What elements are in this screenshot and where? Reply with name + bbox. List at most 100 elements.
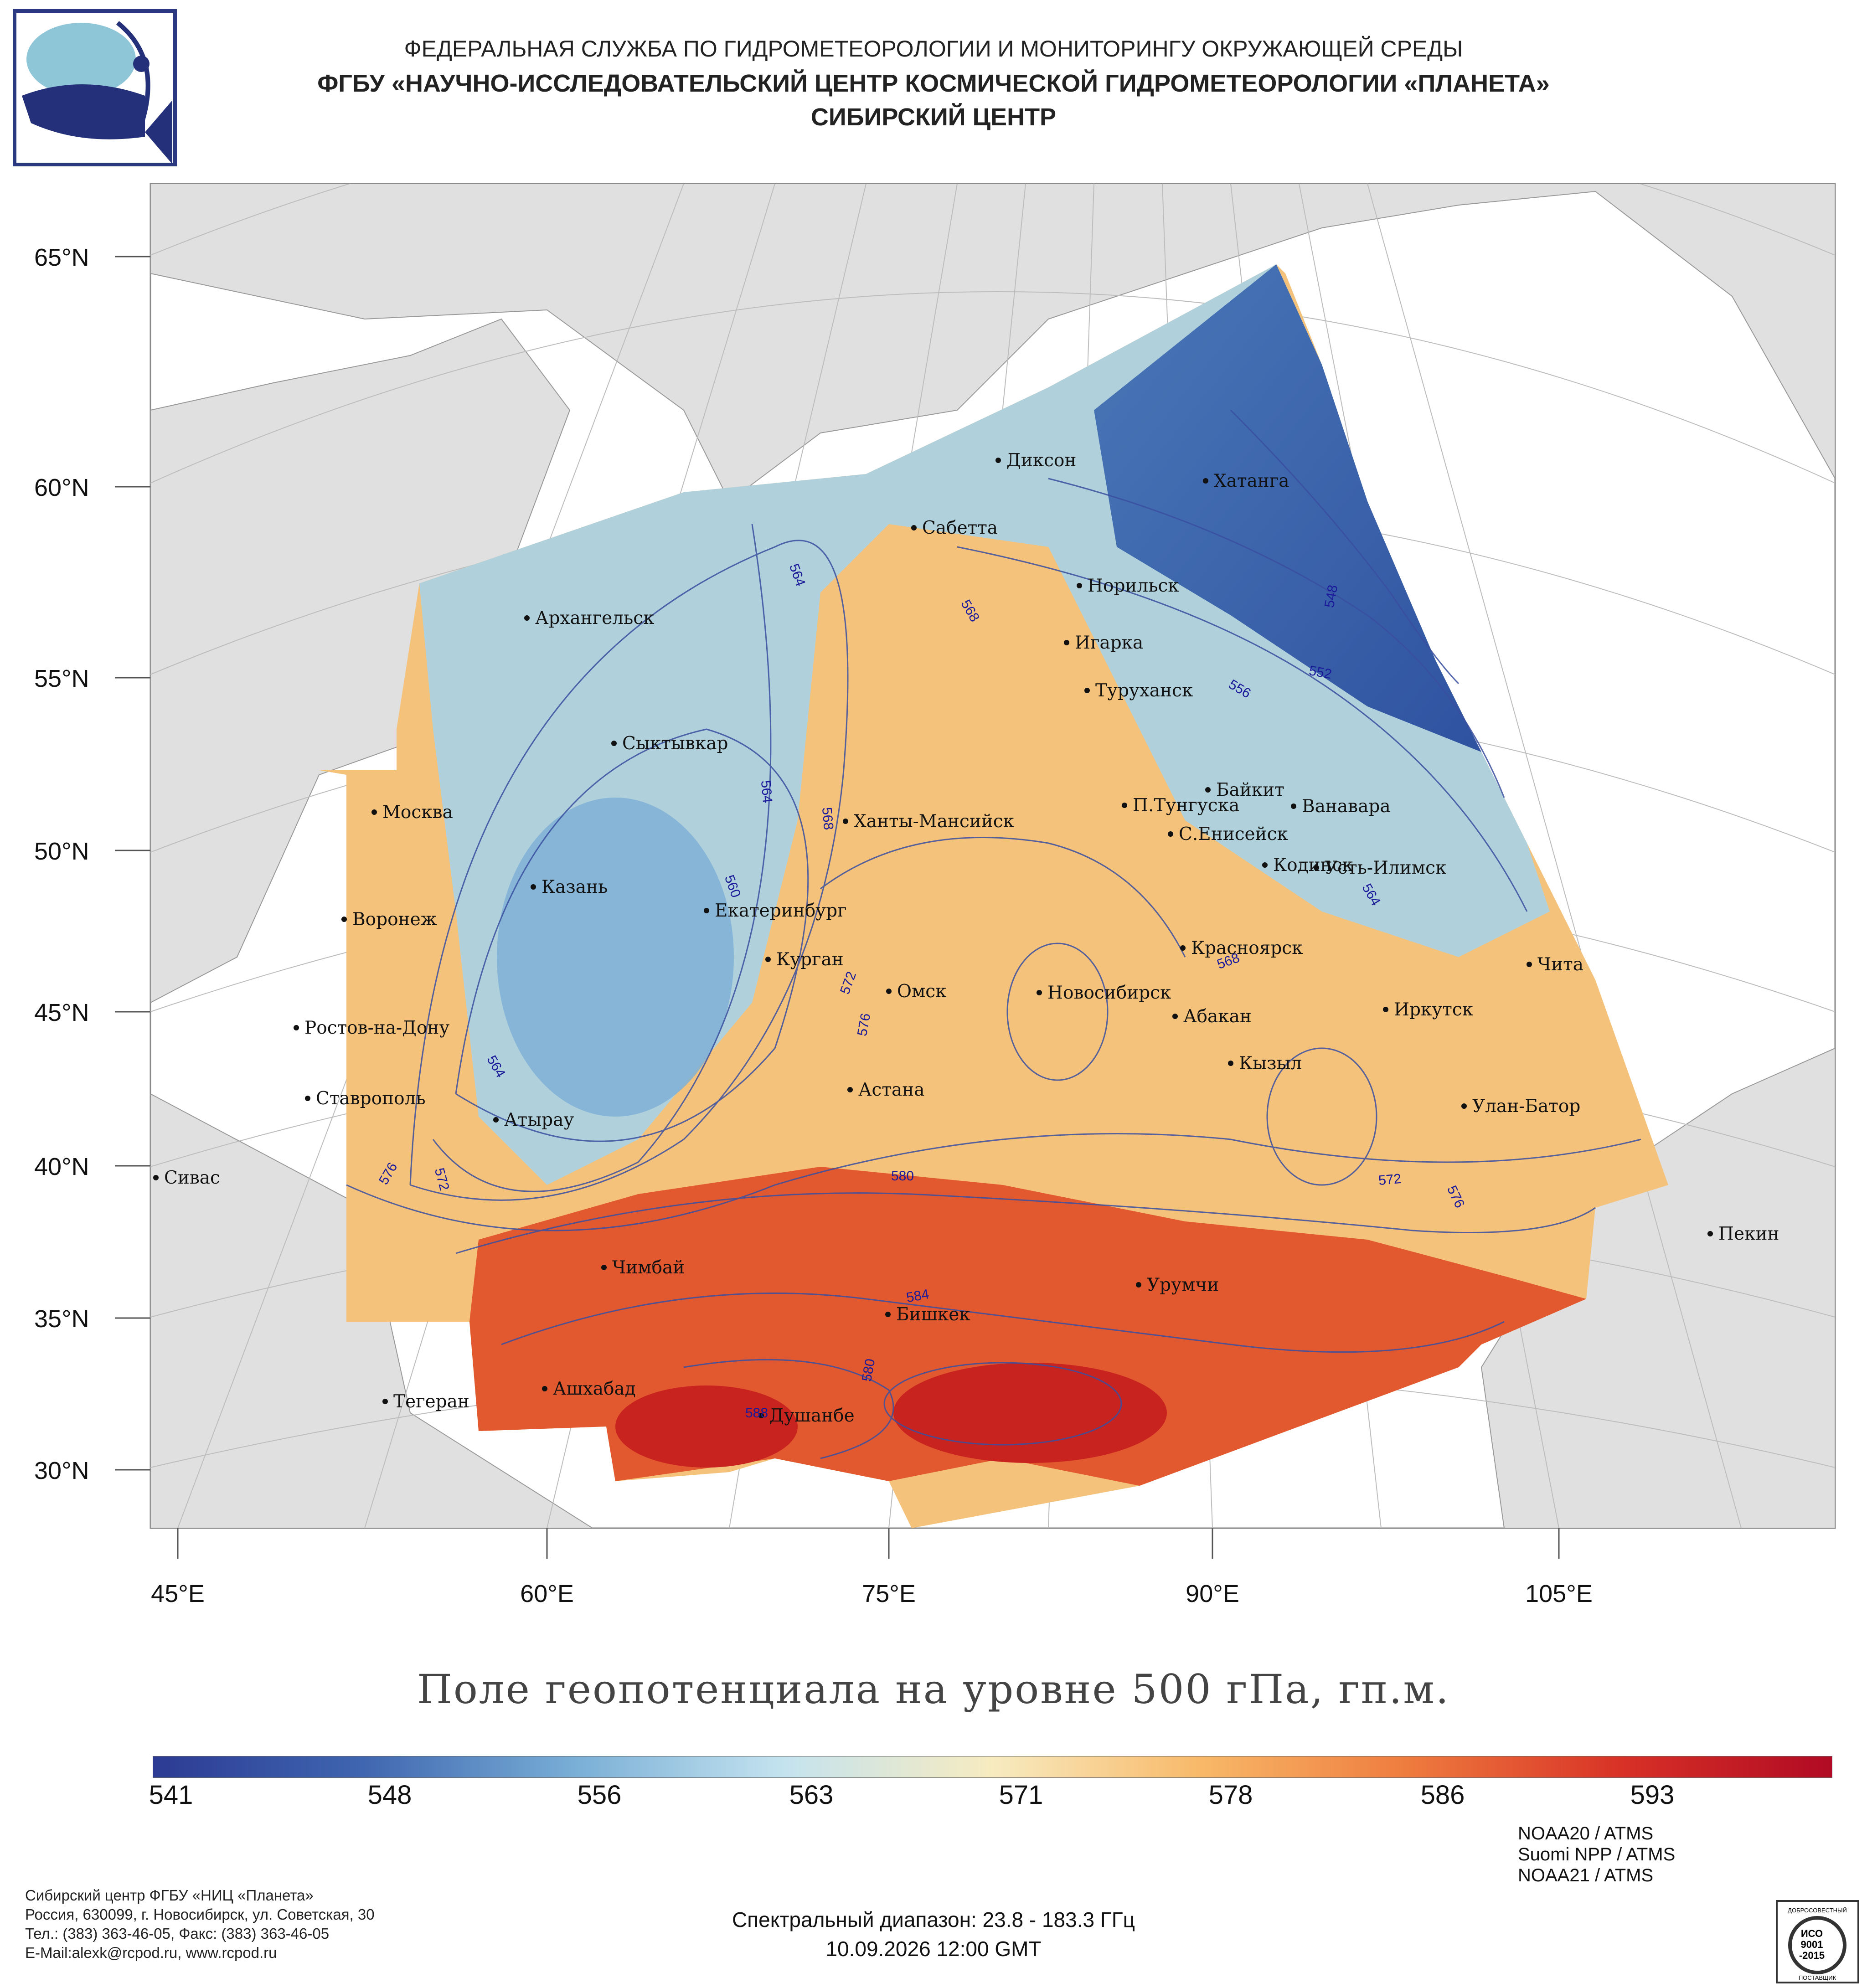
city-label: Чимбай bbox=[612, 1257, 685, 1278]
city-label: Москва bbox=[382, 802, 453, 823]
colorbar-label: 556 bbox=[577, 1780, 622, 1810]
city-label: Байкит bbox=[1216, 780, 1284, 800]
city-label: Чита bbox=[1537, 954, 1583, 975]
contour-label: 580 bbox=[891, 1169, 914, 1184]
city-label: Ставрополь bbox=[316, 1088, 426, 1109]
longitude-labels: 45°E 60°E 75°E 90°E 105°E bbox=[151, 1528, 1593, 1607]
contour-label: 572 bbox=[1378, 1171, 1402, 1188]
colorbar-label: 586 bbox=[1420, 1780, 1465, 1810]
colorbar-label: 548 bbox=[367, 1780, 412, 1810]
footer-phone: Тел.: (383) 363-46-05, Факс: (383) 363-4… bbox=[25, 1925, 330, 1942]
contour-label: 564 bbox=[758, 780, 775, 804]
svg-text:-2015: -2015 bbox=[1799, 1950, 1825, 1961]
city-marker bbox=[1077, 583, 1082, 588]
latitude-labels: 65°N 60°N 55°N 50°N 45°N 40°N 35°N 30°N bbox=[34, 244, 150, 1484]
city-label: Ханты-Мансийск bbox=[854, 811, 1014, 832]
city-label: Воронеж bbox=[352, 909, 437, 930]
lon-label-90: 90°E bbox=[1186, 1580, 1239, 1607]
colorbar-label: 578 bbox=[1208, 1780, 1253, 1810]
footer-email: E-Mail:alexk@rcpod.ru, www.rcpod.ru bbox=[25, 1944, 277, 1961]
header-institute: ФГБУ «НАУЧНО-ИССЛЕДОВАТЕЛЬСКИЙ ЦЕНТР КОС… bbox=[317, 70, 1550, 97]
city-marker bbox=[1084, 688, 1090, 693]
city-label: Диксон bbox=[1006, 450, 1076, 471]
lat-label-40: 40°N bbox=[34, 1153, 89, 1180]
svg-text:9001: 9001 bbox=[1801, 1939, 1823, 1950]
header-center: СИБИРСКИЙ ЦЕНТР bbox=[810, 103, 1057, 131]
city-marker bbox=[341, 917, 347, 922]
svg-text:ПОСТАВЩИК: ПОСТАВЩИК bbox=[1799, 1974, 1836, 1981]
city-label: Пекин bbox=[1718, 1224, 1779, 1244]
city-marker bbox=[294, 1025, 299, 1030]
city-marker bbox=[847, 1087, 853, 1092]
lat-label-50: 50°N bbox=[34, 838, 89, 865]
city-label: Атырау bbox=[504, 1110, 574, 1130]
city-marker bbox=[493, 1117, 499, 1123]
lon-label-75: 75°E bbox=[862, 1580, 916, 1607]
city-marker bbox=[1122, 803, 1127, 808]
city-marker bbox=[1262, 862, 1268, 868]
city-marker bbox=[1180, 945, 1186, 951]
lat-label-45: 45°N bbox=[34, 999, 89, 1026]
city-marker bbox=[1527, 962, 1532, 967]
city-marker bbox=[1228, 1061, 1233, 1066]
colorbar-label: 593 bbox=[1630, 1780, 1675, 1810]
city-label: Астана bbox=[858, 1080, 924, 1100]
city-marker bbox=[843, 819, 848, 824]
city-marker bbox=[542, 1386, 547, 1391]
svg-text:ДОБРОСОВЕСТНЫЙ: ДОБРОСОВЕСТНЫЙ bbox=[1788, 1907, 1847, 1914]
city-marker bbox=[611, 741, 617, 746]
svg-text:ИСО: ИСО bbox=[1801, 1928, 1823, 1939]
city-marker bbox=[765, 957, 771, 962]
spectral-range: Спектральный диапазон: 23.8 - 183.3 ГГц bbox=[732, 1908, 1135, 1931]
city-label: Туруханск bbox=[1095, 680, 1193, 701]
city-marker bbox=[1037, 990, 1042, 995]
city-marker bbox=[995, 458, 1001, 463]
city-marker bbox=[758, 1413, 764, 1418]
contour-label: 588 bbox=[745, 1406, 768, 1421]
lat-label-60: 60°N bbox=[34, 474, 89, 501]
colorbar bbox=[153, 1756, 1832, 1778]
city-label: Урумчи bbox=[1147, 1275, 1219, 1295]
city-label: Сивас bbox=[164, 1168, 220, 1188]
city-marker bbox=[1707, 1231, 1713, 1236]
city-label: П.Тунгуска bbox=[1133, 795, 1239, 816]
lat-label-30: 30°N bbox=[34, 1457, 89, 1484]
satellite-1: NOAA20 / ATMS bbox=[1518, 1823, 1654, 1844]
cold-core-ural bbox=[497, 798, 734, 1117]
city-label: Усть-Илимск bbox=[1325, 858, 1446, 878]
city-marker bbox=[886, 989, 892, 994]
city-label: Екатеринбург bbox=[715, 901, 847, 921]
contours bbox=[346, 409, 1641, 1459]
city-label: Абакан bbox=[1183, 1006, 1252, 1027]
colorbar-label: 563 bbox=[789, 1780, 834, 1810]
city-marker bbox=[305, 1096, 310, 1101]
satellites: NOAA20 / ATMS Suomi NPP / ATMS NOAA21 / … bbox=[1518, 1823, 1675, 1886]
city-marker bbox=[1168, 831, 1173, 837]
city-label: Омск bbox=[897, 981, 947, 1002]
city-marker bbox=[1064, 640, 1069, 645]
map-content bbox=[150, 184, 1835, 1528]
satellite-3: NOAA21 / ATMS bbox=[1518, 1865, 1654, 1885]
lon-label-60: 60°E bbox=[520, 1580, 574, 1607]
city-label: Норильск bbox=[1088, 576, 1179, 596]
hot-core-tajik bbox=[615, 1385, 798, 1468]
lon-label-45: 45°E bbox=[151, 1580, 205, 1607]
contour-labels: 5645685485525565645685605645725765645685… bbox=[376, 562, 1467, 1421]
iso-certificate-icon: ДОБРОСОВЕСТНЫЙ ИСО 9001 -2015 ПОСТАВЩИК bbox=[1776, 1900, 1859, 1983]
city-marker bbox=[1314, 865, 1319, 870]
datetime: 10.09.2026 12:00 GMT bbox=[825, 1937, 1042, 1961]
header-agency: ФЕДЕРАЛЬНАЯ СЛУЖБА ПО ГИДРОМЕТЕОРОЛОГИИ … bbox=[404, 36, 1463, 62]
city-marker bbox=[524, 615, 530, 621]
city-label: Иркутск bbox=[1394, 999, 1473, 1020]
footer-address: Россия, 630099, г. Новосибирск, ул. Сове… bbox=[25, 1906, 375, 1923]
city-label: Ростов-на-Дону bbox=[304, 1018, 449, 1038]
city-marker bbox=[531, 884, 536, 890]
city-label: Тегеран bbox=[393, 1391, 469, 1412]
city-marker bbox=[371, 809, 377, 815]
city-marker bbox=[1136, 1282, 1141, 1288]
city-marker bbox=[153, 1175, 159, 1180]
city-marker bbox=[1203, 478, 1208, 484]
city-marker bbox=[1461, 1103, 1467, 1109]
city-label: Улан-Батор bbox=[1472, 1096, 1580, 1117]
colorbar-label: 571 bbox=[999, 1780, 1043, 1810]
